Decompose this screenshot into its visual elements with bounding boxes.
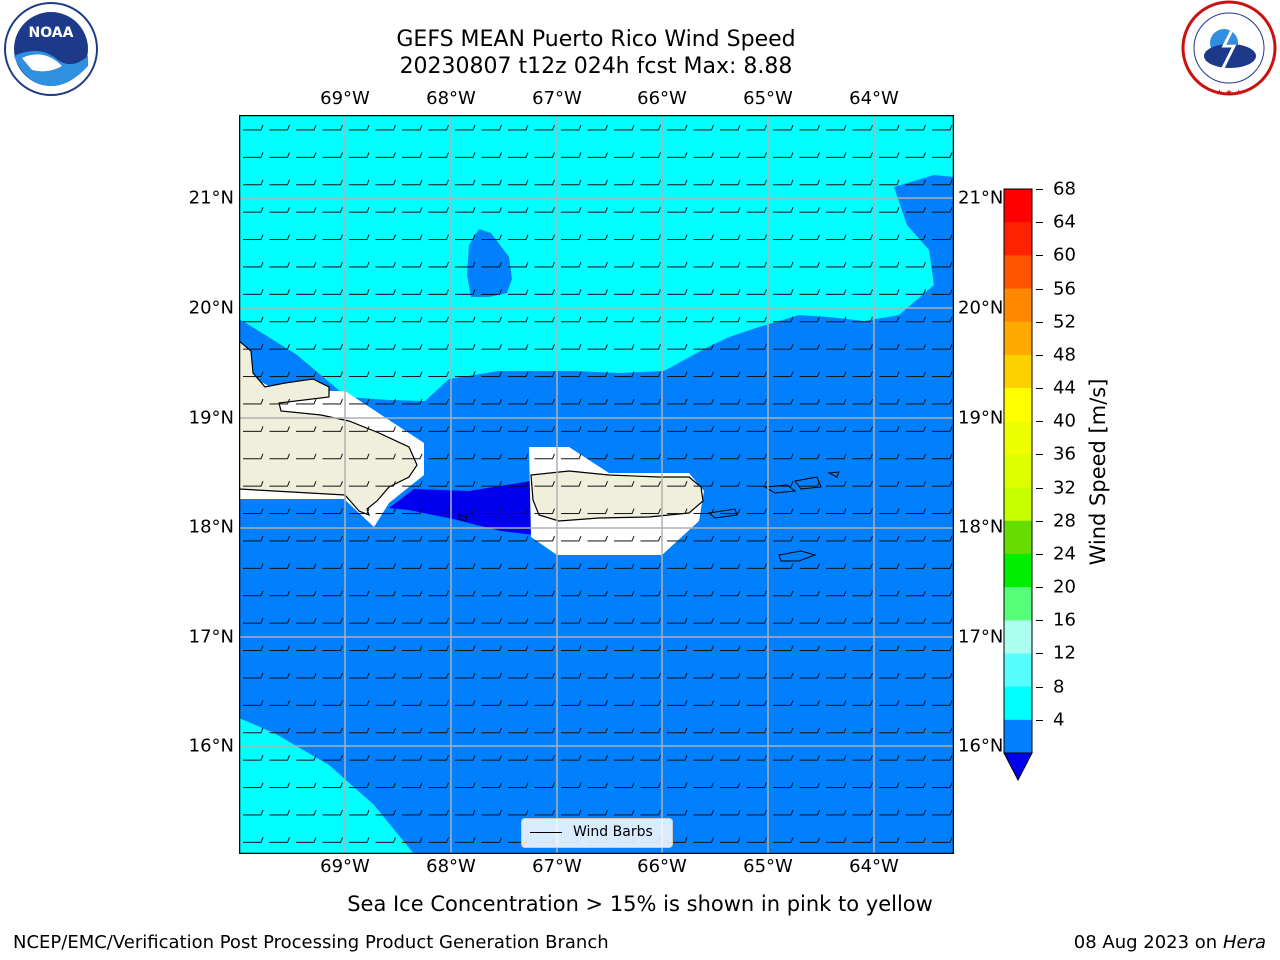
colorbar-band <box>1004 354 1032 389</box>
colorbar-tick <box>1036 421 1043 423</box>
colorbar-tick-label: 20 <box>1053 576 1076 598</box>
colorbar-band <box>1004 653 1032 688</box>
footer-date: 08 Aug 2023 on Hera <box>1074 932 1266 953</box>
colorbar-tick <box>1036 255 1043 257</box>
legend-line-icon <box>530 832 562 833</box>
nws-logo: ★ ★ ★ <box>1181 0 1277 97</box>
colorbar-tick <box>1036 354 1043 356</box>
lat-label-right: 16°N <box>958 735 1004 757</box>
map-legend: Wind Barbs <box>521 818 673 848</box>
colorbar-tick-label: 68 <box>1053 178 1076 200</box>
colorbar-band <box>1004 321 1032 356</box>
colorbar-tick-label: 16 <box>1053 609 1076 631</box>
lon-label-bottom: 66°W <box>637 856 687 877</box>
colorbar-tick <box>1036 321 1043 323</box>
lon-label-top: 65°W <box>743 88 793 109</box>
colorbar-band <box>1004 686 1032 721</box>
colorbar-band <box>1004 288 1032 323</box>
colorbar-tick-label: 4 <box>1053 709 1065 731</box>
colorbar-tick-label: 56 <box>1053 278 1076 300</box>
sea-ice-note: Sea Ice Concentration > 15% is shown in … <box>347 892 933 916</box>
colorbar-band <box>1004 189 1032 223</box>
lon-label-top: 69°W <box>320 88 370 109</box>
lat-label-right: 20°N <box>958 297 1004 319</box>
colorbar-tick-label: 64 <box>1053 211 1076 233</box>
colorbar-band <box>1004 620 1032 654</box>
colorbar-extend-arrow <box>1003 752 1033 782</box>
colorbar-band <box>1004 421 1032 455</box>
lat-label-right: 19°N <box>958 407 1004 429</box>
lat-label-right: 17°N <box>958 626 1004 648</box>
lon-label-top: 66°W <box>637 88 687 109</box>
chart-title: GEFS MEAN Puerto Rico Wind Speed <box>396 27 796 52</box>
colorbar-band <box>1004 719 1032 754</box>
lat-label-right: 18°N <box>958 516 1004 538</box>
lon-label-bottom: 64°W <box>849 856 899 877</box>
colorbar-tick-label: 28 <box>1053 510 1076 532</box>
colorbar-tick-label: 60 <box>1053 244 1076 266</box>
lat-label-left: 21°N <box>188 187 234 209</box>
svg-text:★ ★ ★: ★ ★ ★ <box>1216 88 1243 97</box>
colorbar-band <box>1004 553 1032 588</box>
colorbar-tick <box>1036 553 1043 555</box>
footer-org: NCEP/EMC/Verification Post Processing Pr… <box>13 932 609 953</box>
colorbar-tick-label: 24 <box>1053 543 1076 565</box>
noaa-logo-text: NOAA <box>29 25 74 41</box>
lon-label-bottom: 69°W <box>320 856 370 877</box>
lat-label-left: 16°N <box>188 735 234 757</box>
lat-label-left: 17°N <box>188 626 234 648</box>
map-frame <box>239 115 954 854</box>
gridlines <box>239 115 954 854</box>
colorbar-tick <box>1036 454 1043 456</box>
footer-host: Hera <box>1222 932 1266 953</box>
colorbar-tick <box>1036 487 1043 489</box>
colorbar-tick-label: 40 <box>1053 410 1076 432</box>
colorbar-tick <box>1036 222 1043 224</box>
lon-label-bottom: 67°W <box>532 856 582 877</box>
colorbar-tick-label: 44 <box>1053 377 1076 399</box>
colorbar-tick <box>1036 587 1043 589</box>
lon-label-bottom: 65°W <box>743 856 793 877</box>
colorbar-tick <box>1036 288 1043 290</box>
wind-barbs <box>239 115 954 854</box>
lat-label-right: 21°N <box>958 187 1004 209</box>
colorbar-band <box>1004 587 1032 621</box>
colorbar-band <box>1004 255 1032 290</box>
colorbar-tick <box>1036 189 1043 190</box>
colorbar-title: Wind Speed [m/s] <box>1086 378 1110 566</box>
noaa-logo: NOAA <box>4 2 98 96</box>
lon-label-top: 64°W <box>849 88 899 109</box>
colorbar-tick-label: 52 <box>1053 311 1076 333</box>
colorbar-tick <box>1036 388 1043 390</box>
legend-label: Wind Barbs <box>573 824 653 840</box>
colorbar-tick <box>1036 653 1043 655</box>
colorbar-tick <box>1036 520 1043 522</box>
colorbar-tick <box>1036 719 1043 721</box>
footer-date-text: 08 Aug 2023 on <box>1073 932 1218 953</box>
lat-label-left: 18°N <box>188 516 234 538</box>
colorbar-band <box>1004 388 1032 422</box>
lon-label-top: 67°W <box>532 88 582 109</box>
map-panel <box>239 115 954 854</box>
lat-label-left: 19°N <box>188 407 234 429</box>
colorbar-band <box>1004 454 1032 489</box>
lon-label-bottom: 68°W <box>426 856 476 877</box>
chart-subtitle: 20230807 t12z 024h fcst Max: 8.88 <box>399 54 793 79</box>
lon-label-top: 68°W <box>426 88 476 109</box>
lat-label-left: 20°N <box>188 297 234 319</box>
colorbar <box>1003 188 1033 782</box>
colorbar-tick-label: 12 <box>1053 642 1076 664</box>
colorbar-tick <box>1036 620 1043 622</box>
colorbar-band <box>1004 487 1032 522</box>
colorbar-band <box>1004 222 1032 256</box>
colorbar-tick-label: 8 <box>1053 676 1065 698</box>
colorbar-tick-label: 48 <box>1053 344 1076 366</box>
colorbar-tick-label: 32 <box>1053 477 1076 499</box>
colorbar-tick-label: 36 <box>1053 443 1076 465</box>
colorbar-tick <box>1036 686 1043 688</box>
colorbar-band <box>1004 520 1032 555</box>
